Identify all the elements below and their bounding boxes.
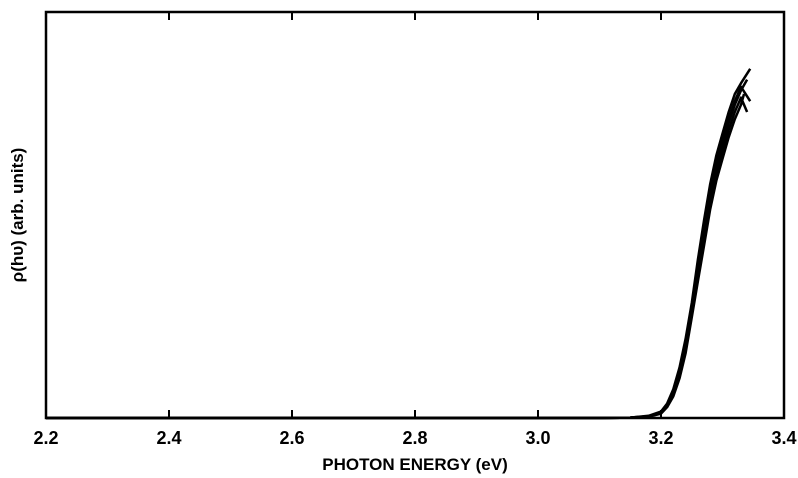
x-tick-label: 3.2 bbox=[648, 428, 673, 448]
y-axis-title: ρ(hυ) (arb. units) bbox=[8, 148, 27, 283]
x-tick-label: 2.4 bbox=[156, 428, 181, 448]
x-tick-label: 2.6 bbox=[279, 428, 304, 448]
x-axis: 2.2 2.4 2.6 2.8 3.0 3.2 3.4 bbox=[33, 12, 797, 448]
x-tick-label: 2.2 bbox=[33, 428, 58, 448]
x-tick-label: 3.4 bbox=[771, 428, 796, 448]
x-axis-title: PHOTON ENERGY (eV) bbox=[322, 455, 507, 474]
x-tick-label: 2.8 bbox=[402, 428, 427, 448]
x-tick-label: 3.0 bbox=[525, 428, 550, 448]
